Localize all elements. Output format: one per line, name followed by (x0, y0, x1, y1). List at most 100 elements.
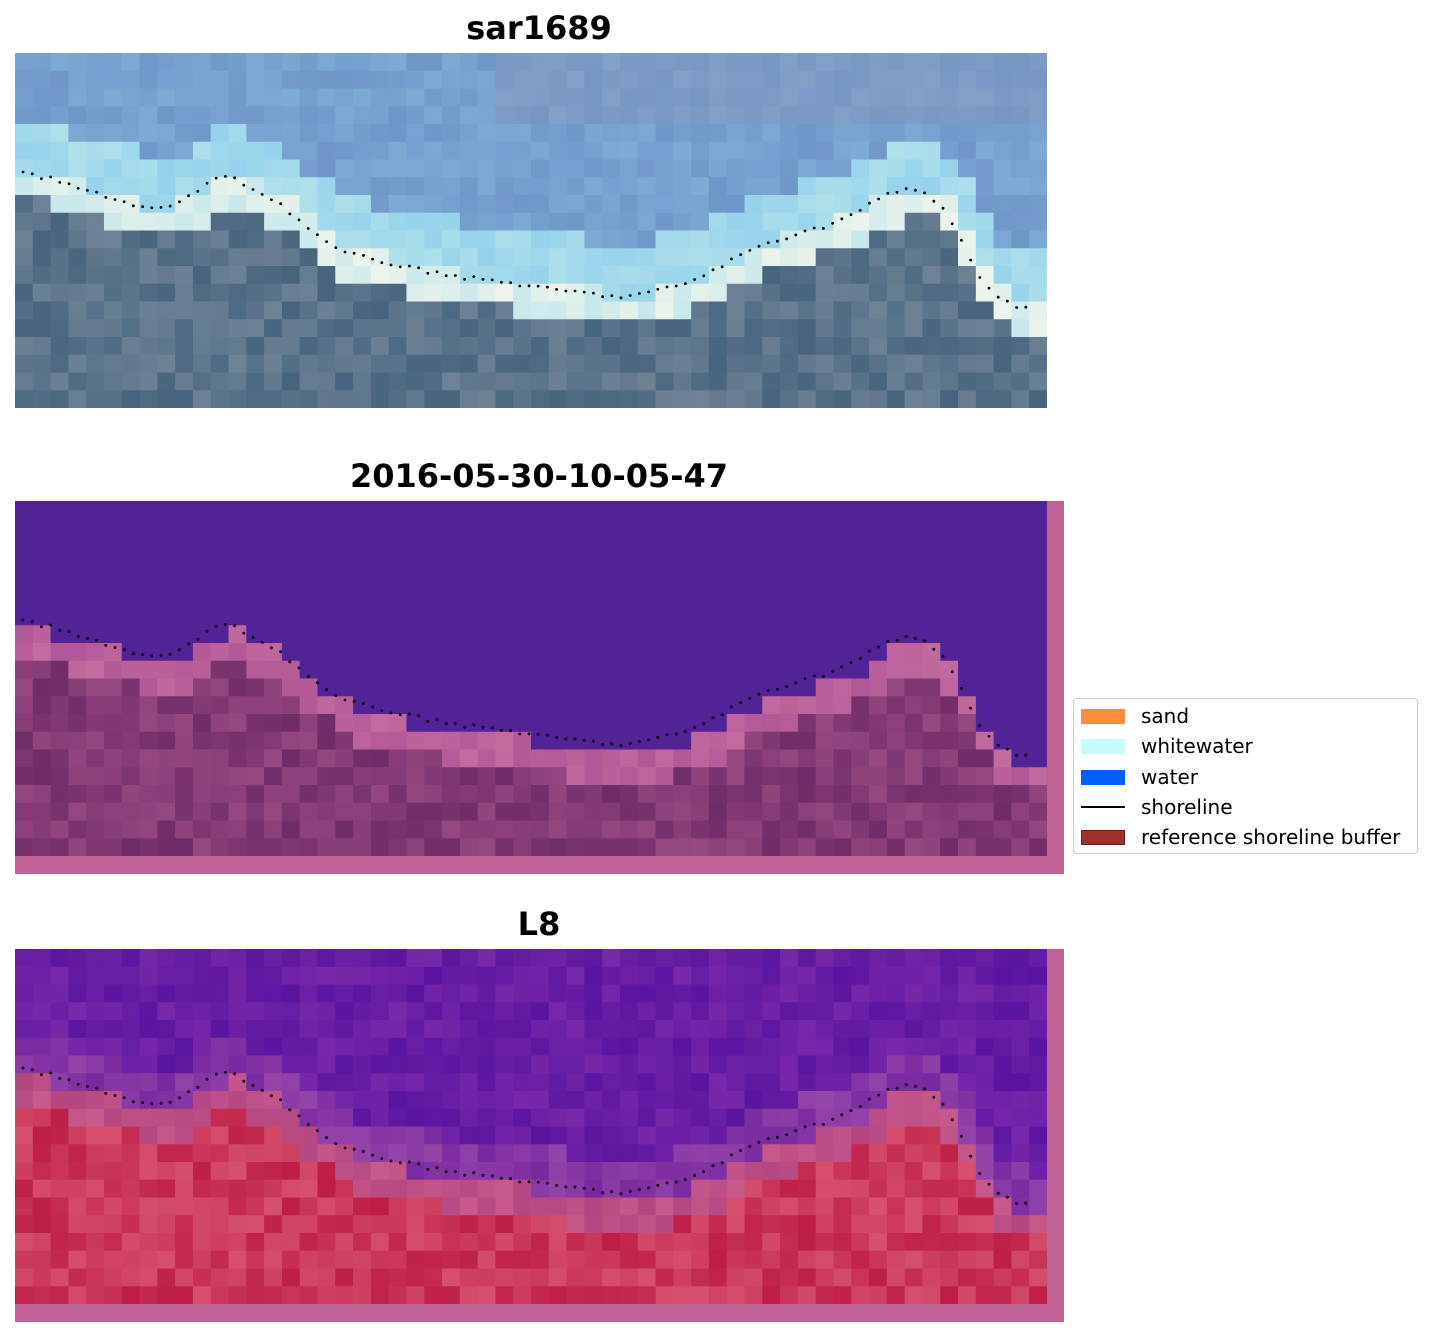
shoreline-point (279, 1098, 282, 1102)
shoreline-point (564, 289, 568, 293)
shoreline-point (30, 172, 34, 176)
shoreline-point (969, 706, 972, 710)
shoreline-point (656, 1183, 660, 1187)
shoreline-point (463, 725, 466, 729)
shoreline-point (720, 265, 724, 269)
shoreline-point (950, 222, 954, 226)
shoreline-point (113, 1094, 117, 1097)
shoreline-point (279, 202, 282, 206)
shoreline-point (86, 189, 89, 192)
buffer-edge-bottom (15, 856, 1064, 874)
shoreline-point (178, 200, 181, 204)
shoreline-point (325, 240, 328, 244)
shoreline-point (472, 1171, 476, 1174)
shoreline-point (1024, 753, 1028, 757)
shoreline-point (868, 1097, 871, 1101)
shoreline-point (803, 1125, 807, 1129)
shoreline-point (316, 681, 319, 684)
shoreline-point (987, 734, 991, 738)
shoreline-point (509, 1177, 512, 1181)
shoreline-point (647, 738, 650, 742)
shoreline-point (463, 1173, 466, 1177)
shoreline-point (371, 257, 374, 261)
shoreline-point (426, 271, 430, 275)
shoreline-point (711, 268, 715, 272)
shoreline-point (546, 733, 549, 737)
shoreline-point (776, 239, 779, 243)
shoreline-point (573, 1185, 577, 1189)
shoreline-point (444, 274, 448, 278)
shoreline-point (435, 270, 439, 274)
shoreline-point (104, 644, 108, 647)
shoreline-point (619, 296, 623, 300)
shoreline-point (610, 742, 614, 746)
sand-swatch (1081, 708, 1125, 724)
shoreline-point (196, 637, 200, 641)
shoreline-point (730, 257, 733, 261)
shoreline-point (398, 713, 402, 717)
shoreline-point (168, 652, 172, 656)
shoreline-point (242, 631, 246, 635)
shoreline-point (205, 1077, 209, 1081)
shoreline-point (362, 702, 365, 705)
shoreline-point (21, 170, 25, 174)
shoreline-point (214, 1072, 218, 1076)
shoreline-point (49, 1071, 52, 1075)
shoreline-point (904, 635, 908, 638)
shoreline-point (251, 188, 255, 191)
shoreline-point (196, 189, 200, 193)
shoreline-point (527, 1180, 531, 1184)
shoreline-point (132, 1100, 135, 1104)
shoreline-point (67, 182, 71, 186)
shoreline-point (858, 1105, 862, 1108)
shoreline-point (58, 629, 62, 632)
shoreline-point (352, 699, 356, 703)
shoreline-point (95, 190, 98, 194)
shoreline-point (592, 1187, 595, 1191)
shoreline-point (868, 649, 871, 653)
shoreline-point (684, 730, 687, 733)
shoreline-point (417, 1162, 420, 1166)
shoreline-point (58, 181, 62, 184)
shoreline-point (785, 685, 788, 689)
shoreline-point (932, 1095, 936, 1099)
shoreline-point (297, 666, 301, 670)
shoreline-point (941, 654, 945, 658)
shoreline-point (527, 732, 531, 736)
shoreline-point (656, 735, 660, 739)
shoreline-point (518, 1180, 522, 1184)
shoreline-point (555, 288, 558, 291)
shoreline-point (444, 722, 448, 726)
shoreline-point (840, 665, 844, 669)
shoreline-point (904, 1083, 908, 1086)
shoreline-point (1006, 1195, 1009, 1199)
shoreline-point (76, 634, 80, 638)
shoreline-point (132, 652, 135, 656)
shoreline-point (886, 639, 890, 643)
shoreline-point (592, 739, 595, 743)
panel-title-2: 2016-05-30-10-05-47 (349, 457, 729, 495)
shoreline-point (58, 1077, 62, 1080)
shoreline-point (159, 206, 163, 209)
shoreline-point (481, 725, 485, 729)
shoreline-point (858, 209, 862, 212)
shoreline-point (702, 1170, 706, 1174)
shoreline-point (141, 205, 144, 209)
shoreline-point (270, 646, 273, 650)
shoreline-point (159, 654, 163, 657)
shoreline-point (748, 249, 752, 252)
shoreline-point (444, 1170, 448, 1174)
shoreline-point (757, 1140, 761, 1144)
shoreline-point (233, 624, 237, 628)
shoreline-point (766, 1137, 770, 1140)
shoreline-point (923, 1087, 926, 1091)
shoreline-point (325, 688, 328, 691)
shoreline-point (969, 258, 972, 262)
shoreline-point (996, 1191, 1000, 1195)
shoreline-point (178, 1096, 181, 1100)
shoreline-point (490, 726, 494, 730)
shoreline-point (260, 641, 264, 644)
shoreline-point (794, 1129, 798, 1133)
shoreline-point (849, 213, 853, 217)
shoreline-point (251, 636, 255, 639)
